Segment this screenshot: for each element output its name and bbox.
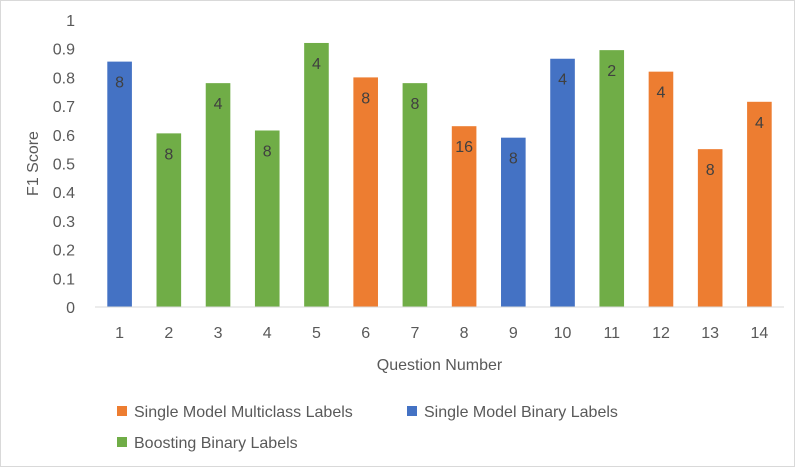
y-tick-label: 0.9 [53, 42, 75, 59]
legend: Single Model Multiclass Labels Single Mod… [117, 404, 618, 452]
y-tick-label: 0.1 [53, 271, 75, 288]
bar [205, 83, 231, 307]
legend-label: Boosting Binary Labels [134, 435, 298, 452]
legend-swatch [117, 406, 127, 416]
bars [107, 42, 772, 308]
x-tick-label: 4 [263, 325, 272, 342]
data-label: 16 [455, 139, 473, 156]
data-label: 8 [361, 90, 370, 107]
bar [747, 101, 772, 307]
data-label: 4 [312, 56, 321, 73]
y-axis-title: F1 Score [25, 131, 42, 196]
x-tick-label: 7 [410, 325, 419, 342]
x-tick-label: 13 [701, 325, 719, 342]
legend-label: Single Model Binary Labels [424, 404, 618, 421]
x-tick-label: 8 [460, 325, 469, 342]
y-tick-label: 0.8 [53, 70, 75, 87]
x-tick-label: 1 [115, 325, 124, 342]
bar [451, 126, 477, 307]
data-label: 8 [164, 146, 173, 163]
x-tick-label: 5 [312, 325, 321, 342]
bar [107, 61, 132, 307]
x-tick-label: 9 [509, 325, 518, 342]
legend-label: Single Model Multiclass Labels [134, 404, 353, 421]
data-label: 8 [509, 151, 518, 168]
data-label: 2 [607, 63, 616, 80]
data-label: 8 [410, 96, 419, 113]
x-axis-title: Question Number [377, 357, 503, 374]
y-tick-label: 1 [66, 13, 75, 30]
x-tick-label: 11 [603, 325, 620, 342]
bar [697, 149, 723, 307]
bar [402, 83, 428, 307]
x-tick-label: 6 [361, 325, 370, 342]
y-tick-label: 0.5 [53, 157, 75, 174]
y-axis-ticks: 0 0.1 0.2 0.3 0.4 0.5 0.6 0.7 0.8 0.9 1 [53, 13, 75, 317]
y-tick-label: 0.4 [53, 185, 75, 202]
x-tick-label: 3 [214, 325, 223, 342]
y-tick-label: 0.6 [53, 128, 75, 145]
data-label: 8 [263, 143, 272, 160]
bar [599, 50, 625, 307]
bar [156, 133, 182, 307]
bar [648, 71, 674, 307]
legend-swatch [117, 437, 127, 447]
bar [353, 77, 378, 308]
data-label: 4 [657, 85, 666, 102]
data-label: 8 [706, 162, 715, 179]
bar [304, 42, 329, 308]
y-tick-label: 0.7 [53, 99, 75, 116]
x-tick-label: 2 [164, 325, 173, 342]
y-tick-label: 0.2 [53, 243, 75, 260]
bar [254, 130, 280, 307]
data-label: 4 [755, 115, 764, 132]
data-label: 8 [115, 75, 124, 92]
x-tick-label: 10 [554, 325, 572, 342]
data-label: 4 [214, 96, 223, 113]
legend-swatch [407, 406, 417, 416]
y-tick-label: 0 [66, 300, 75, 317]
x-tick-label: 14 [750, 325, 768, 342]
y-tick-label: 0.3 [53, 214, 75, 231]
data-label: 4 [558, 72, 567, 89]
bar [550, 58, 575, 308]
data-labels: 8 8 4 8 4 8 8 16 8 4 2 4 8 4 [115, 56, 764, 179]
x-axis-ticks: 1 2 3 4 5 6 7 8 9 10 11 12 13 14 [115, 325, 768, 342]
bar [501, 137, 526, 307]
x-tick-label: 12 [652, 325, 670, 342]
